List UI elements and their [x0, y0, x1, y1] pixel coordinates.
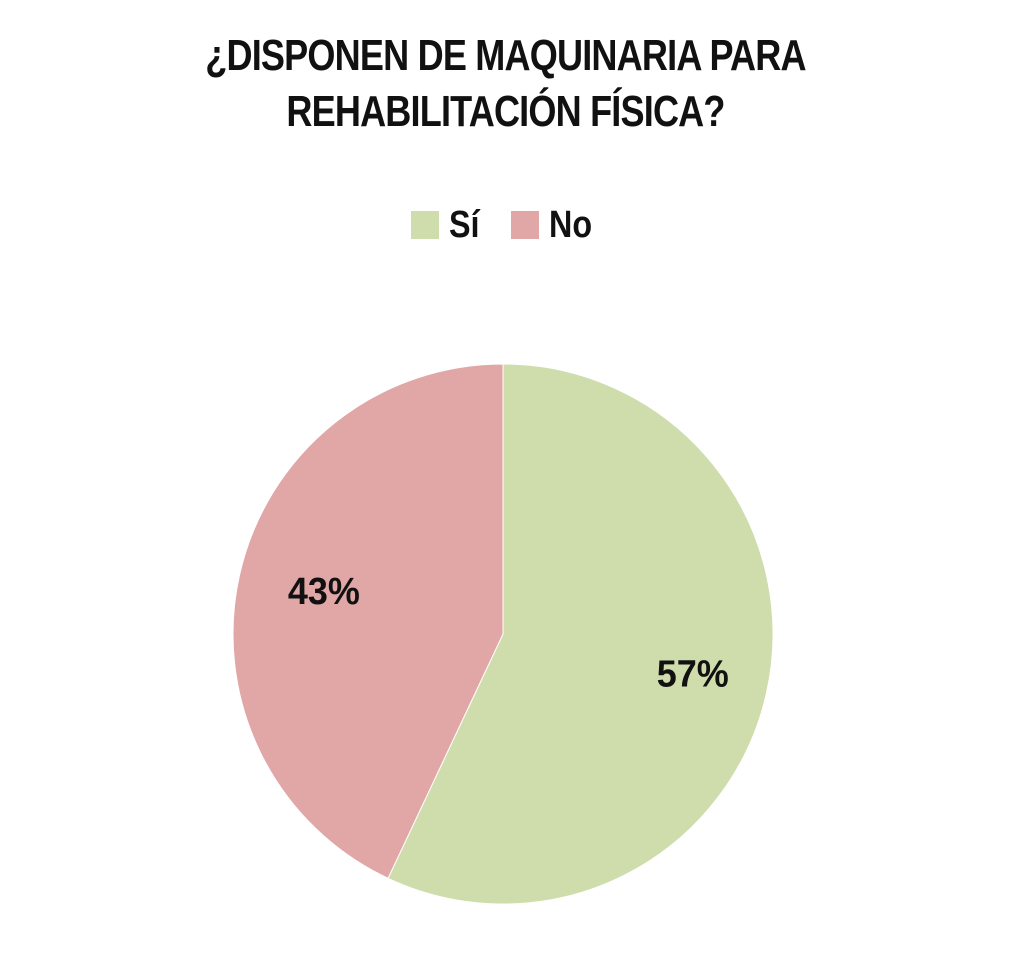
legend-swatch-no	[511, 211, 540, 239]
chart-title-line-2: REHABILITACIÓN FÍSICA?	[286, 87, 725, 136]
pie-slice-no	[232, 363, 504, 879]
slice-label-no: 43%	[288, 571, 360, 613]
pie-slice-si	[387, 363, 774, 905]
legend-item-no: No	[511, 202, 600, 248]
legend: Sí No	[0, 202, 1011, 248]
chart-title: ¿DISPONEN DE MAQUINARIA PARA REHABILITAC…	[91, 28, 920, 140]
legend-label-no: No	[549, 204, 593, 246]
slice-label-si: 57%	[657, 653, 729, 695]
chart-title-line-1: ¿DISPONEN DE MAQUINARIA PARA	[205, 31, 806, 80]
legend-item-si: Sí	[411, 202, 485, 248]
legend-label-si: Sí	[449, 204, 480, 246]
legend-swatch-si	[411, 211, 440, 239]
